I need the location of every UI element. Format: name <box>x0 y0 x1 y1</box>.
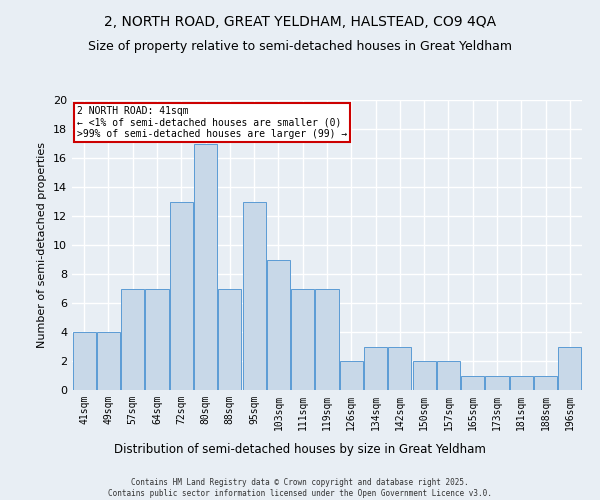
Bar <box>510 376 533 390</box>
Bar <box>267 260 290 390</box>
Bar <box>73 332 95 390</box>
Bar <box>413 361 436 390</box>
Text: Size of property relative to semi-detached houses in Great Yeldham: Size of property relative to semi-detach… <box>88 40 512 53</box>
Bar <box>316 288 338 390</box>
Bar <box>559 346 581 390</box>
Bar <box>194 144 217 390</box>
Bar <box>437 361 460 390</box>
Bar <box>97 332 120 390</box>
Bar <box>340 361 363 390</box>
Bar <box>461 376 484 390</box>
Text: 2, NORTH ROAD, GREAT YELDHAM, HALSTEAD, CO9 4QA: 2, NORTH ROAD, GREAT YELDHAM, HALSTEAD, … <box>104 15 496 29</box>
Bar <box>291 288 314 390</box>
Bar <box>218 288 241 390</box>
Text: 2 NORTH ROAD: 41sqm
← <1% of semi-detached houses are smaller (0)
>99% of semi-d: 2 NORTH ROAD: 41sqm ← <1% of semi-detach… <box>77 106 347 139</box>
Bar <box>145 288 169 390</box>
Bar <box>364 346 387 390</box>
Bar <box>170 202 193 390</box>
Text: Distribution of semi-detached houses by size in Great Yeldham: Distribution of semi-detached houses by … <box>114 442 486 456</box>
Bar <box>242 202 266 390</box>
Bar <box>534 376 557 390</box>
Text: Contains HM Land Registry data © Crown copyright and database right 2025.
Contai: Contains HM Land Registry data © Crown c… <box>108 478 492 498</box>
Bar <box>121 288 144 390</box>
Bar <box>485 376 509 390</box>
Bar <box>388 346 412 390</box>
Y-axis label: Number of semi-detached properties: Number of semi-detached properties <box>37 142 47 348</box>
